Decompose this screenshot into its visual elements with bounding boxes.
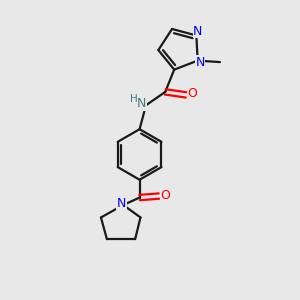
Text: H: H (130, 94, 138, 104)
Text: N: N (117, 197, 127, 210)
Text: N: N (193, 25, 203, 38)
Text: N: N (195, 56, 205, 69)
Text: O: O (188, 88, 197, 100)
Text: O: O (160, 189, 170, 202)
Text: N: N (137, 97, 146, 110)
